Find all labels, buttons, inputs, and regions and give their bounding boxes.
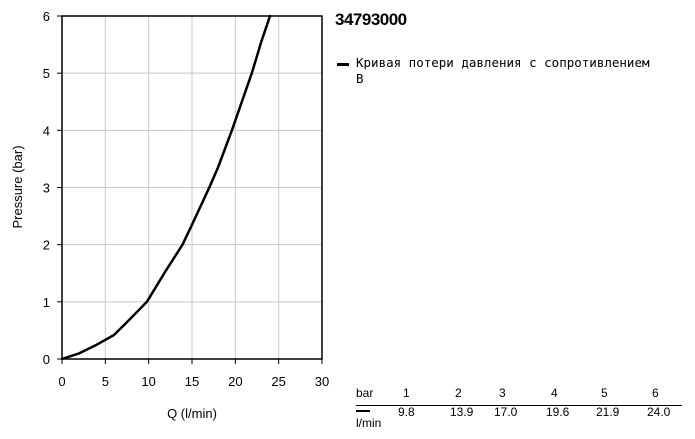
- y-tick-label-4: 4: [43, 123, 50, 138]
- y-tick-label-2: 2: [43, 238, 50, 253]
- x-tick-label-5: 5: [102, 374, 109, 389]
- pressure-flow-chart: 0 5 10 15 20 25 30 0 1 2 3 4 5 6 Q (l/min) Pressure (…: [10, 9, 329, 421]
- table-row-label-lmin: l/min: [356, 416, 382, 430]
- y-tick-label-0: 0: [43, 352, 50, 367]
- table-pressure-3: 3: [499, 386, 506, 400]
- axis-ticks: 0 5 10 15 20 25 30 0 1 2 3 4 5 6: [43, 9, 329, 389]
- table-flow-2: 13.9: [450, 405, 474, 419]
- table-line-swatch: [356, 410, 370, 412]
- y-tick-label-1: 1: [43, 295, 50, 310]
- y-tick-label-5: 5: [43, 66, 50, 81]
- table-flow-1: 9.8: [398, 405, 415, 419]
- x-tick-label-0: 0: [58, 374, 65, 389]
- product-id: 34793000: [335, 10, 407, 29]
- y-tick-label-6: 6: [43, 9, 50, 24]
- pressure-flow-table: bar l/min 1 9.8 2 13.9 3 17.0 4 19.6 5 21.9 6 24.0: [352, 384, 692, 436]
- table-pressure-6: 6: [652, 386, 659, 400]
- legend-line-swatch: [337, 63, 349, 66]
- y-axis-label: Pressure (bar): [10, 145, 25, 228]
- x-tick-label-30: 30: [315, 374, 329, 389]
- table-flow-3: 17.0: [494, 405, 518, 419]
- x-tick-label-15: 15: [185, 374, 199, 389]
- chart-grid: [62, 16, 322, 359]
- x-tick-label-20: 20: [228, 374, 242, 389]
- table-row-label-bar: bar: [356, 386, 374, 400]
- y-tick-label-3: 3: [43, 181, 50, 196]
- table-flow-4: 19.6: [546, 405, 570, 419]
- table-pressure-2: 2: [455, 386, 462, 400]
- series-line-0: [60, 14, 272, 361]
- x-tick-label-25: 25: [271, 374, 285, 389]
- legend-label: Кривая потери давления с сопротивлением …: [356, 55, 650, 86]
- table-divider: [356, 405, 682, 406]
- chart-series: [60, 14, 272, 361]
- table-pressure-4: 4: [551, 386, 558, 400]
- table-flow-5: 21.9: [596, 405, 620, 419]
- table-pressure-5: 5: [601, 386, 608, 400]
- x-axis-label: Q (l/min): [167, 406, 217, 421]
- x-tick-label-10: 10: [141, 374, 155, 389]
- table-flow-6: 24.0: [647, 405, 671, 419]
- table-pressure-1: 1: [403, 386, 410, 400]
